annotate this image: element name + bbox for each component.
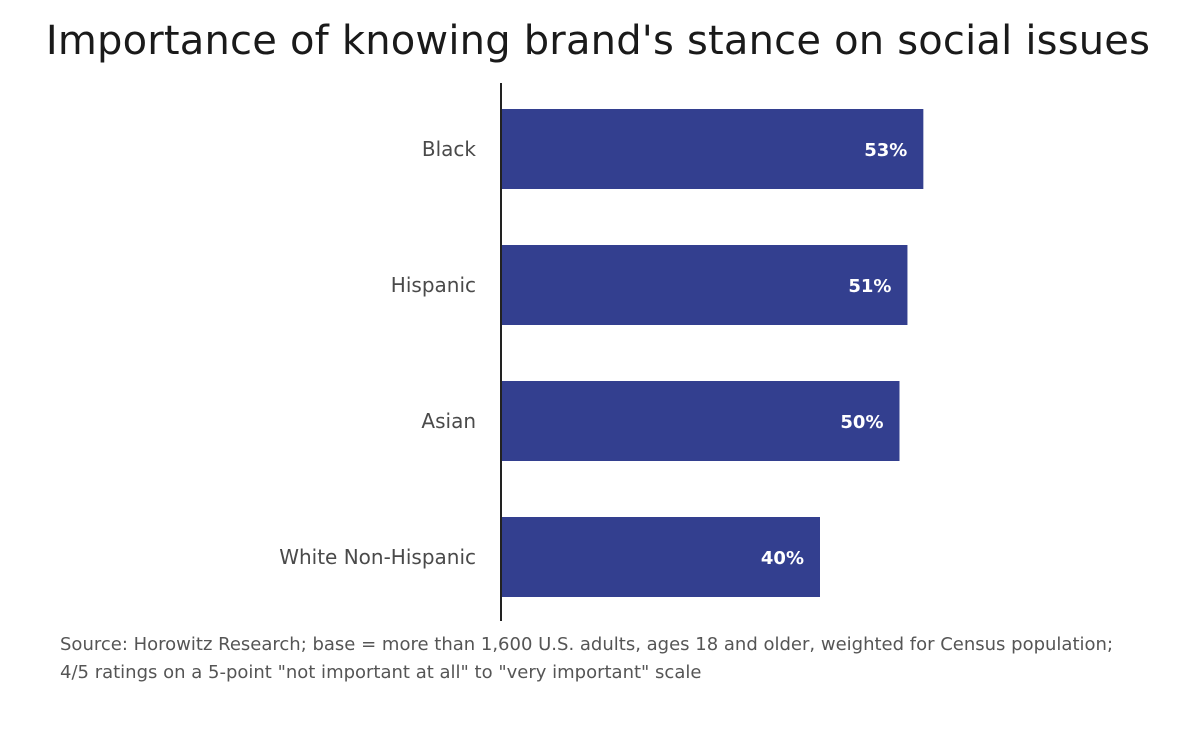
category-label-white-non-hispanic: White Non-Hispanic (279, 545, 476, 569)
chart-title: Importance of knowing brand's stance on … (45, 18, 1151, 64)
bar-hispanic (502, 245, 908, 325)
value-label-black: 53% (864, 140, 907, 161)
value-label-hispanic: 51% (848, 276, 891, 297)
bar-black (502, 109, 924, 189)
category-label-hispanic: Hispanic (391, 273, 476, 297)
value-label-white-non-hispanic: 40% (761, 548, 804, 569)
category-label-black: Black (422, 137, 477, 161)
bars-layer: Black 53% Hispanic 51% Asian 50% White Non-His… (279, 109, 924, 597)
source-note: Source: Horowitz Research; base = more t… (60, 634, 1114, 683)
value-label-asian: 50% (840, 412, 883, 433)
bar-asian (502, 381, 900, 461)
category-label-asian: Asian (421, 409, 476, 433)
bar-white-non-hispanic (502, 517, 820, 597)
